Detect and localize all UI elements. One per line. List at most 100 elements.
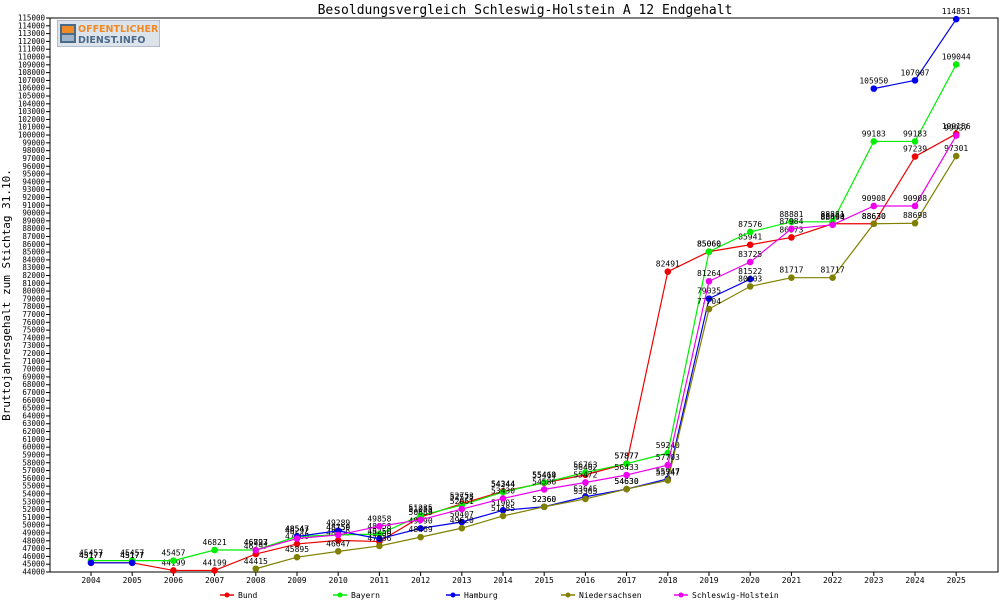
x-tick-label: 2021 (782, 576, 801, 585)
y-tick-label: 111000 (18, 45, 46, 54)
data-label: 114851 (942, 7, 971, 16)
series-line (296, 278, 751, 540)
x-tick-label: 2022 (823, 576, 842, 585)
data-label: 83725 (738, 250, 762, 259)
data-label: 107007 (901, 68, 930, 77)
y-tick-label: 115000 (18, 14, 46, 23)
data-point (623, 460, 630, 468)
data-label: 88881 (821, 210, 845, 219)
y-tick-label: 53000 (22, 497, 45, 506)
data-label: 57877 (615, 452, 639, 461)
y-tick-label: 89000 (22, 216, 45, 225)
y-tick-label: 59000 (22, 450, 45, 459)
data-point (499, 495, 507, 502)
data-point (417, 516, 424, 524)
y-tick-label: 86000 (22, 240, 45, 249)
legend-label: Niedersachsen (579, 591, 642, 600)
data-point (746, 241, 754, 249)
data-point (417, 525, 424, 532)
data-label: 53430 (491, 486, 515, 495)
data-label: 52061 (450, 497, 474, 506)
y-tick-label: 92000 (22, 193, 45, 202)
y-tick-label: 72000 (22, 349, 45, 358)
y-tick-label: 97000 (22, 154, 45, 163)
data-label: 50689 (409, 508, 433, 517)
legend-label: Bund (238, 591, 257, 600)
y-tick-label: 109000 (18, 60, 46, 69)
data-label: 90908 (903, 194, 927, 203)
x-tick-label: 2017 (617, 576, 636, 585)
data-label: 56763 (573, 460, 597, 469)
legend-label: Schleswig-Holstein (692, 591, 779, 600)
data-point (746, 275, 754, 283)
x-tick-label: 2004 (81, 576, 100, 585)
legend-label: Hamburg (464, 591, 498, 600)
series-line (91, 64, 957, 562)
plot-area: 4400045000460004700048000490005000051000… (18, 7, 999, 585)
data-point (582, 469, 589, 476)
data-point (540, 486, 548, 493)
data-point (170, 557, 177, 564)
data-point (911, 202, 919, 210)
y-tick-label: 106000 (18, 84, 46, 93)
data-label: 48547 (285, 525, 309, 534)
y-tick-label: 44000 (22, 568, 45, 577)
y-tick-label: 76000 (22, 318, 45, 327)
y-tick-label: 87000 (22, 232, 45, 241)
data-point (705, 305, 713, 313)
data-label: 52575 (450, 493, 474, 502)
y-tick-label: 60000 (22, 443, 45, 452)
x-tick-label: 2016 (576, 576, 595, 585)
data-point (582, 495, 589, 503)
x-tick-label: 2014 (493, 576, 512, 585)
data-point (952, 132, 960, 139)
data-label: 55947 (656, 467, 680, 476)
data-label: 88881 (779, 210, 803, 219)
data-label: 45457 (79, 549, 103, 558)
y-tick-label: 47000 (22, 544, 45, 553)
data-label: 50407 (450, 510, 474, 519)
x-tick-label: 2012 (411, 576, 430, 585)
x-tick-label: 2013 (452, 576, 471, 585)
y-tick-label: 79000 (22, 294, 45, 303)
data-label: 57877 (615, 452, 639, 461)
data-point (788, 234, 795, 241)
data-point (788, 225, 795, 233)
y-tick-label: 90000 (22, 209, 45, 218)
data-label: 49620 (450, 516, 474, 525)
y-tick-label: 58000 (22, 458, 45, 467)
series-niedersachsen: 44415 45895 46647 47336 48469 49620 51185 52360… (244, 144, 968, 573)
x-tick-label: 2006 (164, 576, 183, 585)
y-tick-label: 54000 (22, 489, 45, 498)
data-point (870, 85, 878, 92)
data-label: 48750 (326, 523, 350, 532)
y-tick-label: 81000 (22, 279, 45, 288)
data-label: 81522 (738, 267, 762, 276)
y-tick-label: 75000 (22, 326, 45, 335)
data-label: 97301 (944, 144, 968, 153)
logo-line2: DIENST.INFO (78, 35, 145, 46)
y-tick-label: 114000 (18, 21, 46, 30)
data-point (746, 258, 754, 266)
data-point (334, 548, 342, 555)
data-label: 48250 (367, 527, 391, 536)
y-tick-label: 94000 (22, 177, 45, 186)
data-label: 52360 (532, 495, 556, 504)
legend-marker (450, 592, 456, 598)
data-label: 85060 (697, 240, 721, 249)
data-label: 44415 (244, 557, 268, 566)
y-tick-label: 56000 (22, 474, 45, 483)
data-label: 97239 (903, 145, 927, 154)
data-label: 85060 (697, 240, 721, 249)
y-tick-label: 82000 (22, 271, 45, 280)
y-tick-label: 65000 (22, 404, 45, 413)
data-label: 45457 (120, 549, 144, 558)
data-label: 51235 (409, 504, 433, 513)
data-label: 99183 (862, 129, 886, 138)
y-tick-label: 96000 (22, 162, 45, 171)
data-label: 90908 (862, 194, 886, 203)
data-point (829, 274, 836, 282)
data-label: 54344 (491, 479, 515, 488)
y-tick-label: 68000 (22, 380, 45, 389)
chart-title: Besoldungsvergleich Schleswig-Holstein A… (318, 3, 733, 18)
